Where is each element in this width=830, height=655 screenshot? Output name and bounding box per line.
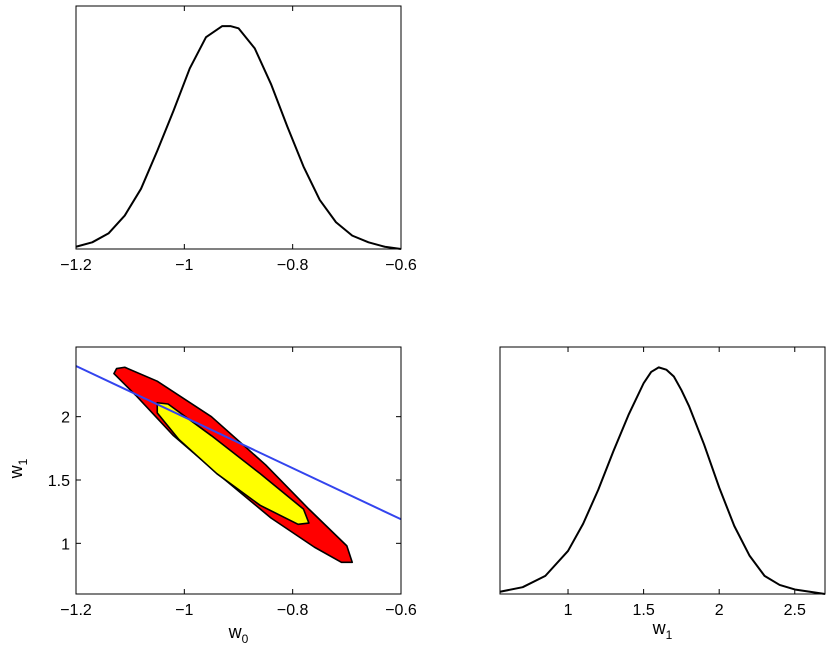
plot-frame-0 — [75, 5, 402, 250]
y-axis-label-w1: w1 — [6, 458, 30, 479]
x-tick-label: −0.8 — [277, 602, 309, 619]
x-tick-label: 2.5 — [784, 602, 806, 619]
plot-frame-2 — [499, 346, 826, 595]
density-curve-2 — [499, 366, 826, 595]
y-tick-label: 1 — [61, 536, 70, 553]
plot-frame-1 — [75, 346, 402, 595]
contour-region-inner — [156, 401, 310, 526]
density-curve-0 — [75, 25, 402, 250]
x-axis-0: −1.2 −1 −0.8 −0.6 — [60, 6, 417, 274]
x-axis-label-w0: w0 — [228, 622, 249, 646]
x-tick-label: −0.8 — [277, 257, 309, 274]
x-tick-label: −0.6 — [385, 602, 417, 619]
x-axis-2: 1 1.5 2 2.5 — [564, 347, 806, 619]
x-axis-label-w0-subscript: 0 — [242, 632, 249, 646]
x-tick-label: −1 — [175, 257, 193, 274]
x-axis-label-w1-subscript: 1 — [666, 628, 673, 642]
x-axis-label-w1: w1 — [652, 618, 673, 642]
y-axis-1: 11.52 — [48, 410, 401, 553]
x-tick-label: −1.2 — [60, 257, 92, 274]
x-tick-label: 2 — [715, 602, 724, 619]
x-axis-label-w1-main: w — [652, 618, 667, 638]
x-axis-1: −1.2 −1 −0.8 −0.6 — [60, 347, 417, 619]
x-axis-label-w0-main: w — [228, 622, 243, 642]
x-tick-label: −1.2 — [60, 602, 92, 619]
y-tick-label: 1.5 — [48, 473, 70, 490]
regression-line — [75, 365, 402, 521]
x-tick-label: 1 — [564, 602, 573, 619]
y-tick-label: 2 — [61, 410, 70, 427]
x-tick-label: −1 — [175, 602, 193, 619]
x-tick-label: 1.5 — [632, 602, 654, 619]
y-axis-label-w1-subscript: 1 — [16, 458, 30, 465]
y-axis-label-w1-main: w — [6, 464, 26, 479]
x-tick-label: −0.6 — [385, 257, 417, 274]
